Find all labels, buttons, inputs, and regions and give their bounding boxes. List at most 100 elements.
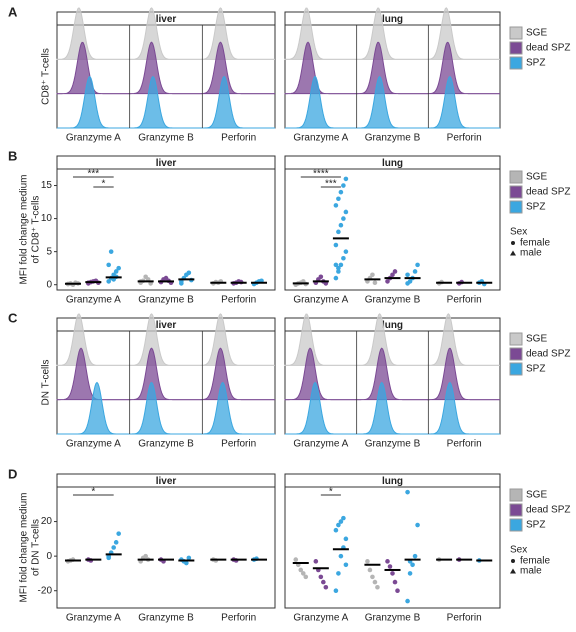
data-point: [372, 280, 378, 286]
density-curve: [56, 7, 130, 60]
plot-frame: [284, 168, 501, 291]
density-curve: [128, 347, 203, 401]
legend-label: SPZ: [526, 202, 545, 213]
panel-label: C: [8, 310, 18, 325]
data-point: [405, 598, 410, 604]
data-point: [392, 579, 398, 585]
x-tick-label: Granzyme A: [293, 613, 348, 624]
data-point: [338, 553, 344, 559]
facet-title: lung: [382, 14, 403, 25]
density-curve: [56, 313, 130, 366]
density-curve: [428, 382, 500, 435]
x-tick-label: Granzyme A: [293, 295, 348, 306]
legend-label: female: [520, 556, 550, 567]
data-point: [405, 272, 410, 278]
legend-label: dead SPZ: [526, 187, 570, 198]
significance-label: ****: [313, 169, 329, 180]
data-point: [343, 536, 349, 542]
x-tick-label: Perforin: [447, 439, 482, 450]
density-curve: [355, 41, 429, 95]
legend-label: SGE: [526, 334, 547, 345]
plot-frame: [284, 486, 501, 609]
y-axis-label: CD8⁺ T-cells: [41, 48, 52, 105]
x-tick-label: Perforin: [221, 133, 256, 144]
legend-swatch: [509, 503, 523, 517]
data-point: [343, 562, 349, 568]
data-point: [341, 515, 346, 521]
density-curve: [202, 382, 275, 435]
x-tick-label: Granzyme B: [138, 613, 194, 624]
x-tick-label: Perforin: [447, 613, 482, 624]
density-curve: [128, 313, 203, 366]
legend-label: male: [520, 248, 542, 259]
data-point: [390, 272, 395, 278]
y-tick-label: 0: [46, 279, 52, 290]
data-point: [116, 265, 121, 271]
legend-title: Sex: [510, 227, 527, 238]
x-tick-label: Granzyme B: [138, 133, 194, 144]
data-point: [303, 574, 309, 580]
legend-key: [510, 250, 516, 256]
legend-swatch: [509, 185, 523, 199]
density-curve: [57, 75, 130, 129]
legend-swatch: [509, 518, 523, 532]
x-tick-label: Granzyme B: [138, 439, 194, 450]
legend-title: Sex: [510, 545, 527, 556]
y-tick-label: -20: [38, 585, 53, 596]
y-axis-label: MFI fold change medium: [19, 492, 30, 602]
data-point: [333, 588, 339, 594]
data-point: [387, 564, 393, 569]
x-tick-label: Granzyme A: [66, 295, 121, 306]
data-point: [336, 265, 341, 271]
data-point: [321, 579, 326, 585]
data-point: [333, 242, 339, 248]
data-point: [184, 560, 189, 566]
data-point: [318, 574, 324, 580]
legend-label: dead SPZ: [526, 505, 570, 516]
y-axis-label: of CD8⁺ T-cells: [31, 196, 42, 264]
x-tick-label: Granzyme B: [365, 133, 421, 144]
panel-label: A: [8, 4, 18, 19]
density-curve: [427, 41, 501, 95]
legend-label: SPZ: [526, 520, 545, 531]
data-point: [333, 203, 339, 208]
plot-frame: [56, 168, 276, 291]
data-point: [336, 571, 341, 576]
legend-swatch: [509, 170, 523, 184]
legend-swatch: [509, 332, 523, 346]
data-point: [375, 584, 380, 590]
facet-title: liver: [156, 320, 177, 331]
data-point: [407, 571, 413, 576]
data-point: [341, 216, 346, 221]
legend-swatch: [509, 41, 523, 55]
data-point: [318, 274, 324, 280]
density-curve: [129, 75, 203, 129]
data-point: [341, 255, 346, 261]
legend-swatch: [509, 362, 523, 376]
y-tick-label: 0: [46, 551, 52, 562]
significance-label: *: [102, 179, 106, 190]
density-curve: [284, 7, 357, 60]
data-point: [108, 249, 114, 254]
data-point: [186, 270, 192, 276]
x-tick-label: Perforin: [447, 133, 482, 144]
data-point: [338, 262, 344, 268]
legend-key: [511, 559, 515, 563]
density-curve: [57, 381, 130, 435]
x-tick-label: Granzyme A: [293, 133, 348, 144]
significance-label: *: [329, 487, 333, 498]
density-curve: [129, 381, 203, 435]
legend-label: SGE: [526, 172, 547, 183]
data-point: [372, 579, 378, 585]
density-curve: [285, 381, 357, 435]
data-point: [415, 262, 420, 268]
panel-label: B: [8, 148, 17, 163]
data-point: [300, 571, 306, 576]
data-point: [106, 279, 111, 284]
x-tick-label: Perforin: [221, 613, 256, 624]
density-curve: [285, 75, 357, 129]
data-point: [336, 229, 341, 235]
x-tick-label: Perforin: [221, 295, 256, 306]
data-point: [106, 262, 111, 268]
data-point: [370, 272, 375, 278]
